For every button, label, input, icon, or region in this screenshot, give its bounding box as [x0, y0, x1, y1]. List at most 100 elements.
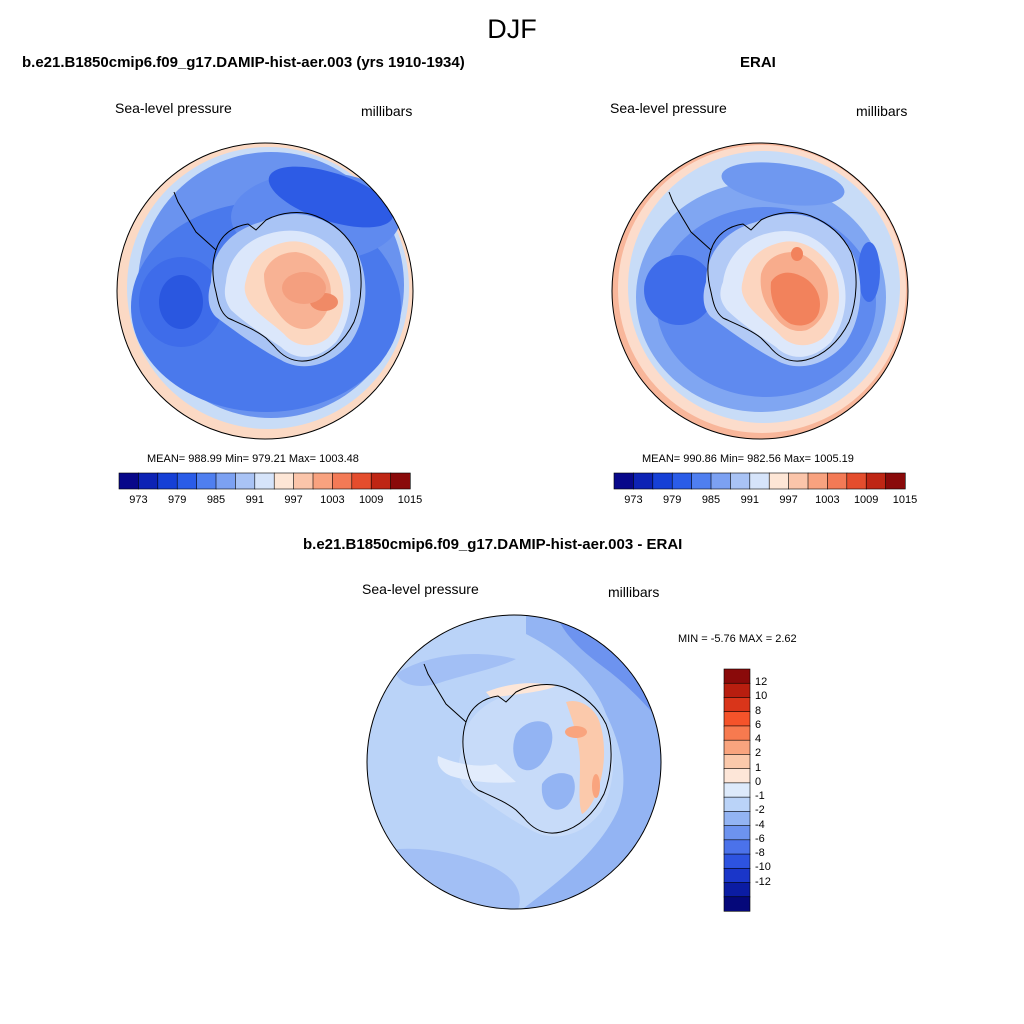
polar-map [611, 142, 909, 440]
colorbar-swatch [865, 472, 887, 490]
colorbar [723, 668, 751, 912]
stats-label: MIN = -5.76 MAX = 2.62 [678, 633, 797, 645]
colorbar-swatch [723, 682, 751, 699]
map-border [366, 614, 662, 910]
colorbar-swatch [215, 472, 237, 490]
contour-max [791, 247, 803, 261]
colorbar-tick-label: 991 [245, 494, 264, 506]
colorbar-swatch [691, 472, 712, 490]
contour-low [268, 166, 394, 228]
panel-title: ERAI [740, 54, 776, 71]
variable-label: Sea-level pressure [610, 100, 727, 116]
colorbar-swatch [176, 472, 198, 490]
contour-band [396, 654, 516, 686]
colorbar-swatch [749, 472, 770, 490]
colorbar-tick-label: 979 [168, 494, 187, 506]
colorbar-swatch [138, 472, 159, 490]
colorbar-swatch [157, 472, 178, 490]
colorbar-swatch [671, 472, 693, 490]
colorbar-tick-label: 1015 [892, 494, 918, 506]
antarctica-coastline [462, 684, 612, 834]
colorbar-tick-label: 10 [755, 690, 768, 703]
colorbar-swatch [196, 472, 217, 490]
polar-map [366, 614, 662, 910]
contour-band [486, 683, 556, 698]
colorbar-tick-label: 2 [755, 747, 762, 760]
colorbar-tick-label: -12 [755, 875, 771, 888]
units-label: millibars [608, 584, 660, 600]
colorbar-swatch [846, 472, 867, 490]
colorbar-tick-label: 985 [701, 494, 721, 506]
colorbar [613, 472, 906, 490]
colorbar-swatch [723, 754, 751, 770]
colorbar-tick-label: 997 [779, 494, 798, 506]
colorbar-tick-label: 0 [755, 775, 762, 788]
colorbar-swatch [723, 668, 751, 684]
colorbar-tick-label: -10 [755, 861, 771, 874]
colorbar-tick-label: 973 [129, 494, 148, 506]
colorbar-tick-label: 979 [663, 494, 682, 506]
colorbar-swatch [730, 472, 751, 490]
colorbar-swatch [723, 768, 751, 784]
map-border [611, 142, 909, 440]
colorbar-swatch [723, 811, 751, 827]
colorbar-tick-label: 973 [624, 494, 643, 506]
colorbar-tick-label: 4 [755, 733, 762, 746]
colorbar-swatch [370, 472, 392, 490]
colorbar-swatch [768, 472, 790, 490]
colorbar-tick-label: 1 [755, 761, 762, 774]
colorbar-swatch [652, 472, 673, 490]
contour-low [541, 773, 575, 810]
antarctic-peninsula [173, 191, 217, 251]
colorbar-swatch [723, 697, 751, 713]
colorbar-swatch [293, 472, 314, 490]
contour-low [159, 275, 203, 329]
colorbar-swatch [723, 711, 751, 727]
colorbar-swatch [254, 472, 275, 490]
colorbar-tick-label: 985 [206, 494, 226, 506]
variable-label: Sea-level pressure [362, 581, 479, 597]
colorbar-tick-label: -2 [755, 804, 765, 817]
map-border [116, 142, 414, 440]
colorbar-tick-label: 991 [740, 494, 759, 506]
stats-label: MEAN= 990.86 Min= 982.56 Max= 1005.19 [642, 453, 854, 465]
contour-low [644, 255, 714, 325]
contour-max [770, 272, 821, 326]
contour-band [516, 615, 661, 909]
colorbar [118, 472, 411, 490]
colorbar-swatch [723, 853, 751, 869]
colorbar-swatch [633, 472, 654, 490]
colorbar-tick-label: -1 [755, 790, 765, 803]
colorbar-swatch [807, 472, 829, 490]
colorbar-tick-label: 1003 [320, 494, 345, 506]
colorbar-swatch [710, 472, 732, 490]
polar-map [116, 142, 414, 440]
contour-band [437, 756, 516, 783]
colorbar-tick-label: 12 [755, 676, 768, 689]
colorbar-swatch [723, 896, 751, 912]
colorbar-tick-label: 6 [755, 718, 762, 731]
units-label: millibars [361, 103, 413, 119]
colorbar-swatch [723, 882, 751, 898]
colorbar-swatch [723, 867, 751, 884]
colorbar-tick-label: 8 [755, 704, 762, 717]
colorbar-swatch [332, 472, 353, 490]
contour-high [282, 272, 326, 304]
stats-label: MEAN= 988.99 Min= 979.21 Max= 1003.48 [147, 453, 359, 465]
variable-label: Sea-level pressure [115, 100, 232, 116]
colorbar-tick-label: 1015 [397, 494, 423, 506]
antarctica-coastline [707, 212, 857, 362]
figure-title: DJF [487, 14, 537, 44]
contour-low [513, 721, 553, 771]
contour-max [592, 774, 600, 798]
colorbar-tick-label: 1009 [358, 494, 384, 506]
contour-band [721, 162, 845, 206]
colorbar-swatch [118, 472, 140, 490]
colorbar-swatch [351, 472, 372, 490]
colorbar-swatch [788, 472, 809, 490]
colorbar-swatch [723, 739, 751, 756]
colorbar-tick-label: 1003 [815, 494, 840, 506]
colorbar-swatch [723, 782, 751, 798]
colorbar-swatch [827, 472, 848, 490]
units-label: millibars [856, 103, 908, 119]
